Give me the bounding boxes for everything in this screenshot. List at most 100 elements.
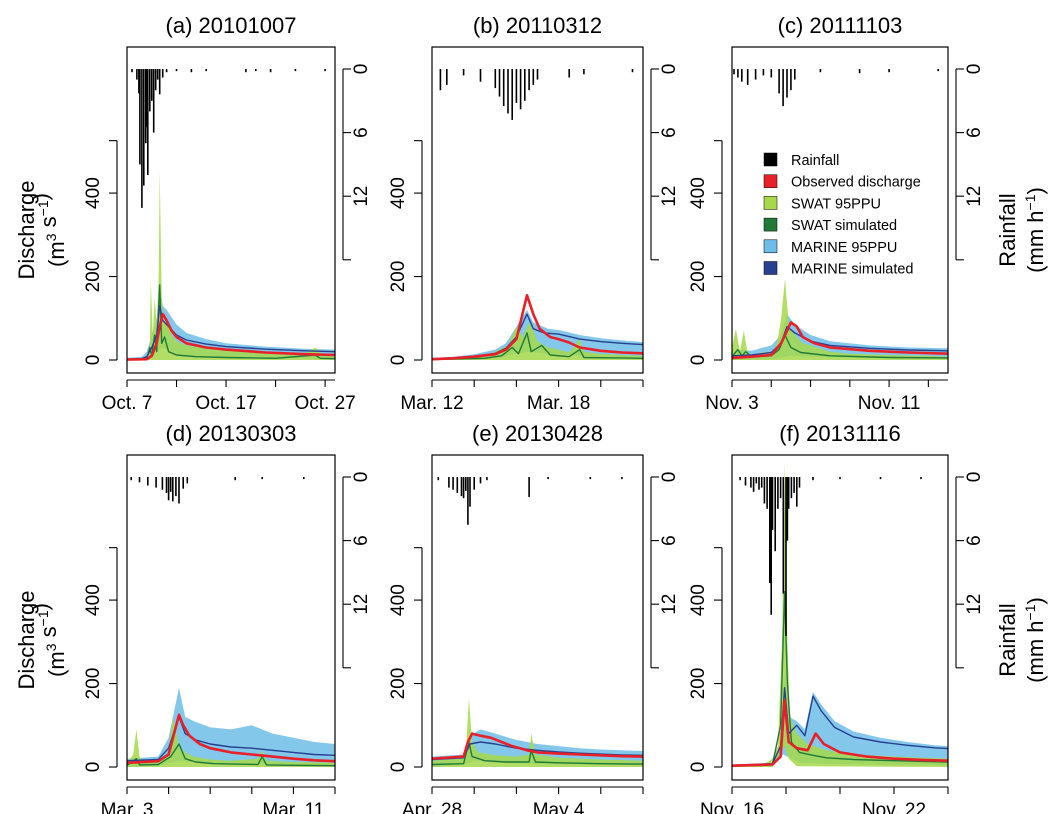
rainfall-bar	[502, 69, 505, 107]
rainfall-bar	[812, 477, 814, 481]
rain-axis-title-line1: Rainfall	[995, 193, 1020, 266]
rainfall-bar	[161, 69, 164, 78]
y2-tick-label: 12	[659, 186, 680, 207]
axis-title-part: )	[28, 193, 53, 200]
rainfall-bar	[165, 477, 168, 493]
plot-area	[127, 477, 335, 767]
y-tick-label: 0	[388, 355, 409, 366]
axis-title-part: 3	[43, 233, 59, 241]
marine-95ppu-band	[127, 284, 335, 360]
legend-swatch	[763, 217, 778, 232]
rainfall-bar	[798, 477, 801, 488]
x-tick-label: Oct. 17	[195, 393, 256, 414]
swat-simulated-line	[432, 332, 643, 361]
y-tick-label: 0	[388, 762, 409, 773]
panel-6: (f) 20131116 0 200 400 0 6 12 Nov. 16 Nov. 22	[688, 421, 985, 814]
rainfall-bar	[479, 69, 482, 82]
x-tick-label: Oct. 7	[102, 393, 153, 414]
plot-area	[432, 69, 643, 361]
rainfall-bar	[460, 477, 463, 497]
legend-label: Rainfall	[791, 153, 839, 169]
rainfall-bar	[205, 69, 207, 72]
rainfall-bar	[141, 69, 143, 208]
axis-title-part: −1	[35, 200, 51, 216]
rainfall-bar	[524, 69, 526, 101]
rainfall-bar	[165, 69, 168, 73]
rainfall-bar	[154, 69, 157, 91]
panel-title: (d) 20130303	[166, 421, 297, 446]
rainfall-bar	[439, 69, 442, 91]
y2-tick-label: 12	[659, 594, 680, 615]
rainfall-bar	[138, 69, 140, 94]
rainfall-bar	[147, 477, 149, 486]
rainfall-bar	[752, 477, 755, 492]
axis-title-part: (m	[44, 651, 69, 677]
y-tick-label: 0	[83, 355, 104, 366]
rainfall-bar	[774, 477, 776, 552]
rainfall-bar	[437, 477, 440, 481]
rain-axis-title-units: (mm h−1)	[1022, 187, 1048, 273]
marine-95ppu-band	[432, 309, 643, 360]
y2-tick-label: 6	[964, 127, 985, 138]
rainfall-bar	[245, 69, 247, 73]
legend-label: Observed discharge	[791, 175, 921, 191]
y-tick-label: 0	[83, 762, 104, 773]
observed-discharge-line	[432, 732, 643, 760]
panel-1: (a) 20101007 0 200 400 0 6 12 Oct. 7 Oct. 17 Oct.…	[83, 13, 372, 414]
legend-swatch	[763, 152, 778, 167]
axis-title-part: )	[28, 603, 53, 610]
y2-tick-label: 0	[351, 472, 372, 483]
rainfall-bar	[303, 477, 305, 480]
swat-95ppu-band	[732, 462, 948, 767]
rainfall-bar	[234, 477, 236, 481]
axis-title-part: (mm h	[1023, 210, 1048, 272]
rainfall-bar	[733, 69, 735, 75]
panel-title: (f) 20131116	[779, 421, 901, 446]
rainfall-bar	[790, 477, 793, 499]
legend-item-marine_band: MARINE 95PPU	[763, 239, 897, 256]
observed-discharge-line	[127, 312, 335, 361]
marine-simulated-line	[127, 716, 335, 762]
legend-label: MARINE 95PPU	[791, 240, 897, 256]
x-tick-label: May 4	[533, 800, 585, 814]
y-tick-label: 200	[83, 668, 104, 700]
rainfall-bar	[175, 69, 178, 72]
rainfall-bar	[763, 477, 766, 504]
rainfall-bar	[145, 69, 147, 144]
legend-label: MARINE simulated	[791, 262, 913, 278]
rainfall-bar	[778, 69, 780, 94]
rainfall-bar	[782, 477, 785, 594]
panel-title: (c) 20111103	[778, 13, 903, 38]
rainfall-bar	[456, 477, 459, 493]
rainfall-bar	[937, 69, 939, 72]
rainfall-bar	[294, 69, 297, 72]
rainfall-bar	[786, 477, 789, 541]
marine-95ppu-band	[127, 687, 335, 767]
plot-area	[432, 477, 643, 767]
y-tick-label: 200	[688, 668, 709, 700]
rainfall-bar	[631, 69, 634, 73]
axis-title-part: )	[1023, 187, 1048, 194]
right-axis-title-bottom: Rainfall (mm h−1)	[995, 597, 1048, 683]
rainfall-bar	[793, 477, 795, 493]
y-tick-label: 0	[688, 355, 709, 366]
swat-95ppu-band	[432, 322, 643, 360]
rainfall-bar	[511, 69, 513, 120]
rainfall-bar	[771, 477, 774, 530]
legend-swatch	[763, 261, 778, 275]
panel-frame	[431, 46, 644, 374]
rainfall-bar	[448, 477, 450, 488]
rainfall-bar	[519, 69, 522, 110]
rainfall-bar	[158, 69, 161, 95]
rainfall-bar	[888, 69, 890, 73]
swat-simulated-line	[127, 284, 335, 361]
rainfall-bar	[770, 69, 773, 78]
rainfall-bar	[324, 69, 326, 72]
rainfall-bar	[130, 477, 132, 481]
left-axis-title-bottom: Discharge (m3 s−1)	[14, 590, 69, 689]
panel-title: (a) 20101007	[166, 13, 297, 38]
legend-item-rainfall: Rainfall	[763, 152, 839, 169]
rainfall-bar	[152, 69, 155, 133]
axis-title-part: −1	[35, 610, 51, 626]
